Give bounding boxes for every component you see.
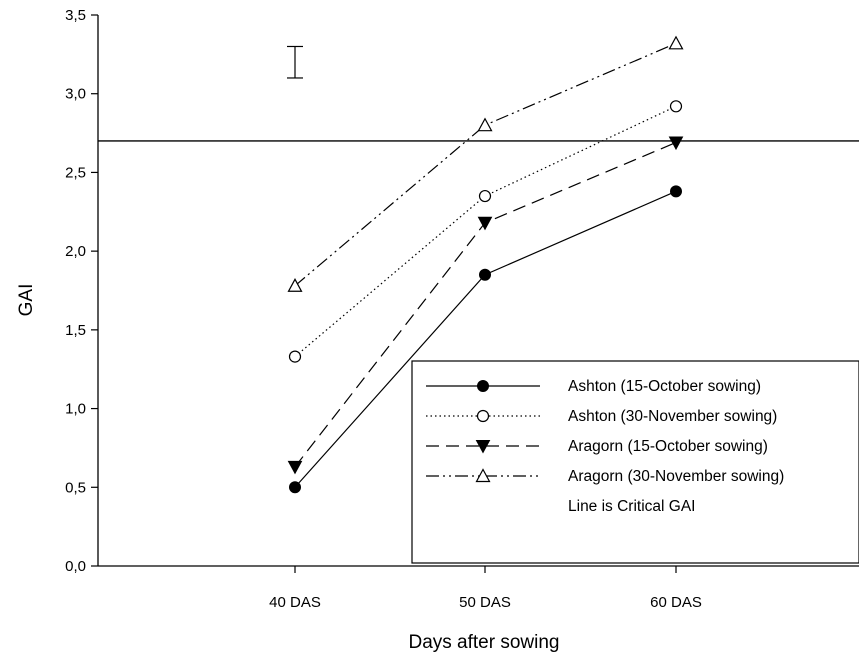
legend-label-4: Aragorn (30-November sowing) — [568, 468, 784, 485]
y-axis-label: GAI — [16, 284, 37, 317]
series-3-point — [668, 136, 684, 151]
y-tick-label: 2,5 — [65, 164, 86, 181]
legend: Ashton (15-October sowing) Ashton (30-Nov… — [411, 360, 859, 564]
legend-marker-3 — [475, 440, 491, 454]
legend-marker-4 — [475, 468, 491, 483]
series-line-2 — [294, 105, 677, 358]
series-markers — [287, 35, 684, 494]
y-tick-label: 3,0 — [65, 86, 86, 103]
y-tick-label: 0,0 — [65, 558, 86, 575]
legend-critical-label: Line is Critical GAI — [568, 498, 695, 515]
x-axis-label: Days after sowing — [408, 632, 559, 653]
x-tick-label: 50 DAS — [459, 594, 511, 611]
y-tick-label: 1,5 — [65, 322, 86, 339]
series-4-point — [287, 278, 303, 292]
legend-marker-2 — [476, 409, 490, 423]
x-tick-label: 60 DAS — [650, 594, 702, 611]
y-tick-label: 3,5 — [65, 7, 86, 24]
legend-marker-1 — [477, 380, 489, 392]
series-4-point — [668, 35, 684, 50]
series-2-point — [288, 350, 302, 363]
plot-area: 0,0 0,5 1,0 1,5 2,0 2,5 3,0 3,5 40 DAS 50 DAS 60 D… — [65, 7, 859, 611]
x-tick-label: 40 DAS — [269, 594, 321, 611]
y-tick-label: 1,0 — [65, 401, 86, 418]
series-1-point — [670, 185, 682, 198]
series-1-point — [289, 481, 301, 494]
series-1-point — [479, 268, 491, 281]
series-2-point — [478, 189, 492, 203]
series-2-point — [669, 100, 683, 113]
series-3-point — [477, 216, 493, 231]
series-3-point — [287, 460, 303, 475]
y-tick-label: 0,5 — [65, 479, 86, 496]
y-tick-label: 2,0 — [65, 243, 86, 260]
legend-box — [411, 360, 859, 564]
series-4-point — [477, 117, 493, 132]
series-line-4 — [294, 42, 677, 287]
legend-label-3: Aragorn (15-October sowing) — [568, 438, 768, 455]
legend-label-2: Ashton (30-November sowing) — [568, 408, 777, 425]
legend-label-1: Ashton (15-October sowing) — [568, 378, 761, 395]
